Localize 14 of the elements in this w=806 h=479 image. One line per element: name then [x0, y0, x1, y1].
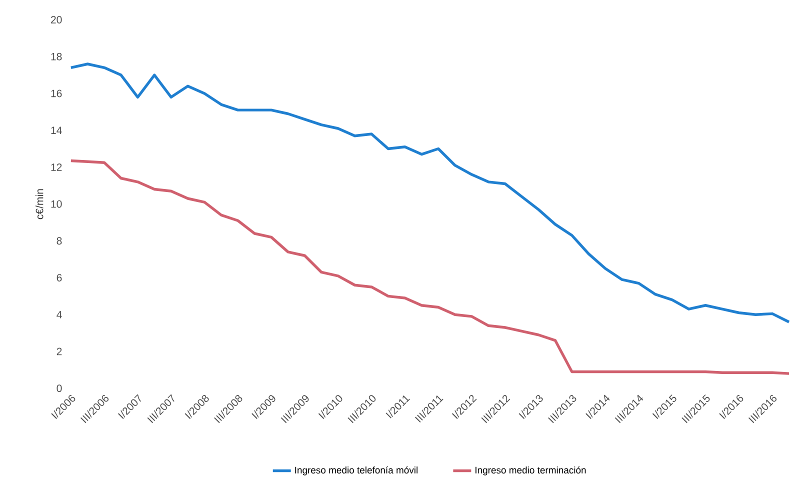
y-tick-label: 14 — [51, 126, 62, 134]
y-tick-label: 18 — [51, 52, 62, 60]
y-tick-label: 10 — [51, 200, 62, 208]
y-tick-label: 4 — [56, 310, 62, 318]
y-tick-label: 6 — [56, 274, 62, 282]
y-tick-label: 16 — [51, 90, 62, 98]
y-tick-label: 0 — [56, 384, 62, 392]
legend-label: Ingreso medio terminación — [476, 466, 586, 476]
y-tick-label: 20 — [51, 16, 62, 24]
y-tick-label: 8 — [56, 236, 62, 244]
y-tick-label: 12 — [51, 163, 62, 171]
y-tick-label: 2 — [56, 348, 62, 355]
y-axis-title: c€/min — [36, 189, 44, 219]
legend-label: Ingreso medio telefonía móvil — [295, 466, 418, 476]
